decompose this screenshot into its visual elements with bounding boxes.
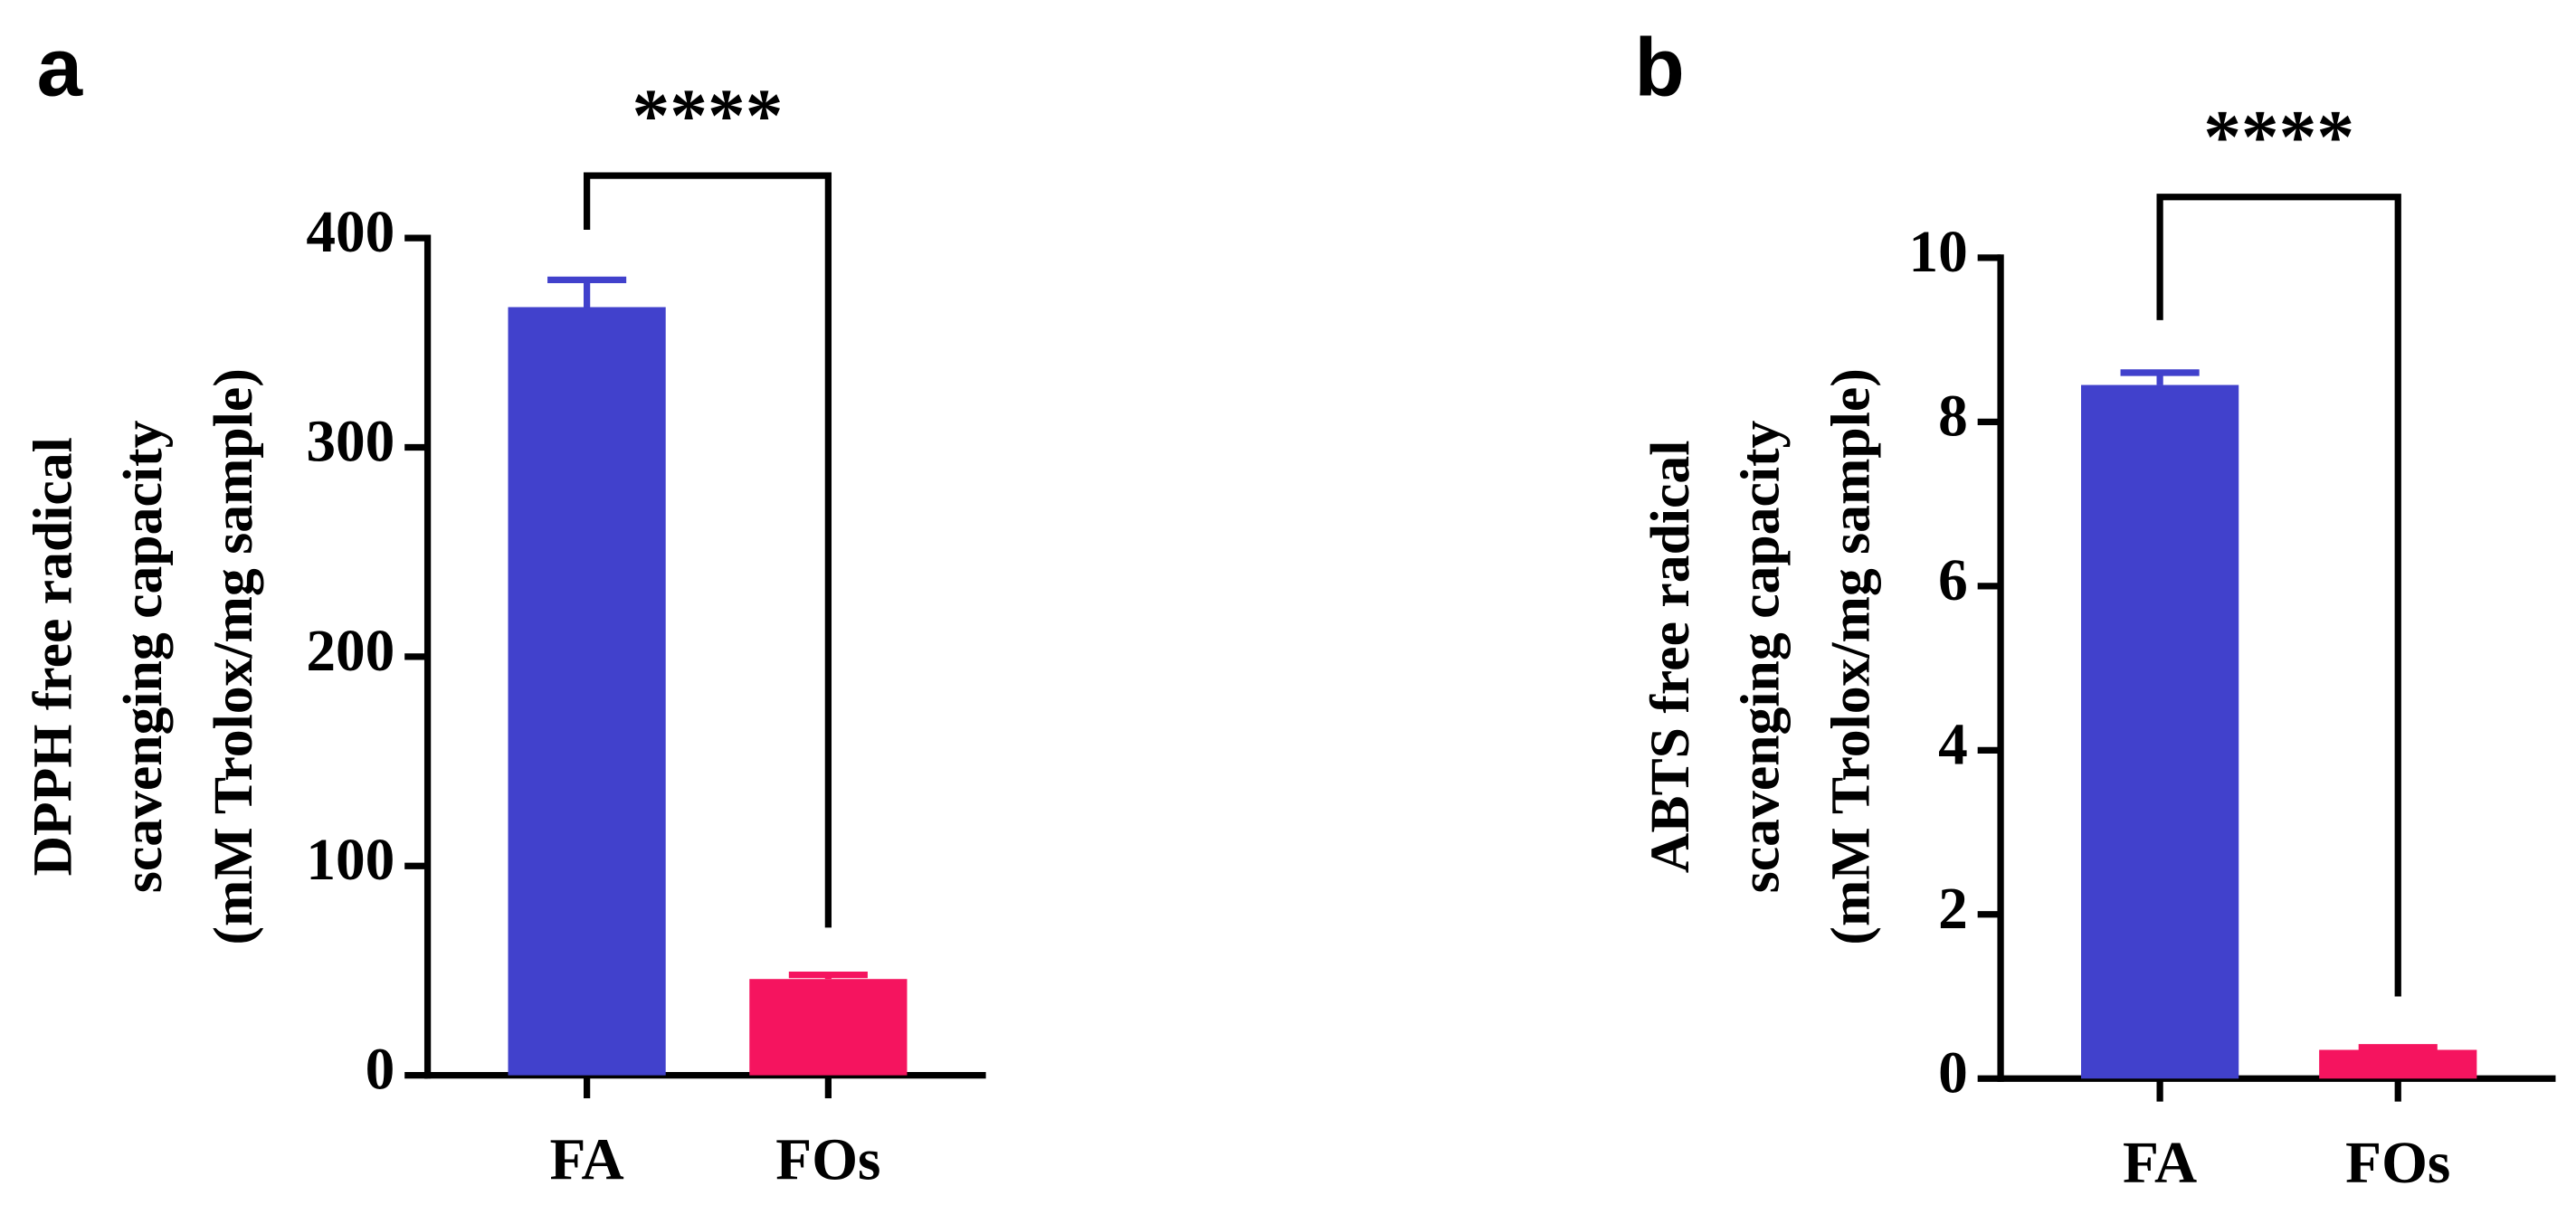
significance-label: **** — [632, 74, 784, 157]
significance-label: **** — [2203, 96, 2354, 179]
x-tick-label: FOs — [775, 1127, 880, 1192]
y-axis-label: (mM Trolox/mg sample) — [1820, 368, 1882, 944]
bar — [2319, 1049, 2477, 1079]
y-tick-label: 200 — [306, 619, 394, 684]
significance-bracket — [583, 172, 832, 928]
x-tick-label: FA — [2123, 1131, 2197, 1196]
y-tick-label: 0 — [366, 1038, 395, 1103]
y-axis-label: DPPH free radical — [22, 437, 83, 876]
bar — [2081, 384, 2239, 1079]
y-tick-label: 0 — [1938, 1040, 1968, 1105]
y-tick-label: 4 — [1938, 712, 1968, 777]
significance-bracket — [2156, 194, 2401, 997]
y-tick-label: 100 — [306, 828, 394, 893]
y-tick-label: 300 — [306, 409, 394, 474]
y-tick-label: 2 — [1938, 877, 1968, 942]
y-tick-label: 400 — [306, 200, 394, 265]
y-tick-label: 10 — [1908, 220, 1967, 285]
y-axis-label: ABTS free radical — [1640, 441, 1701, 874]
y-axis-label: (mM Trolox/mg sample) — [203, 368, 264, 944]
y-axis-label: scavenging capacity — [1730, 420, 1792, 893]
y-axis-label: scavenging capacity — [112, 420, 174, 893]
panel-label: b — [1634, 23, 1684, 114]
y-tick-label: 8 — [1938, 384, 1968, 449]
x-tick-label: FA — [550, 1127, 624, 1192]
x-tick-label: FOs — [2345, 1131, 2450, 1196]
bar — [749, 979, 908, 1076]
y-tick-label: 6 — [1938, 548, 1968, 613]
bar — [508, 307, 666, 1076]
panel-label: a — [37, 23, 84, 114]
